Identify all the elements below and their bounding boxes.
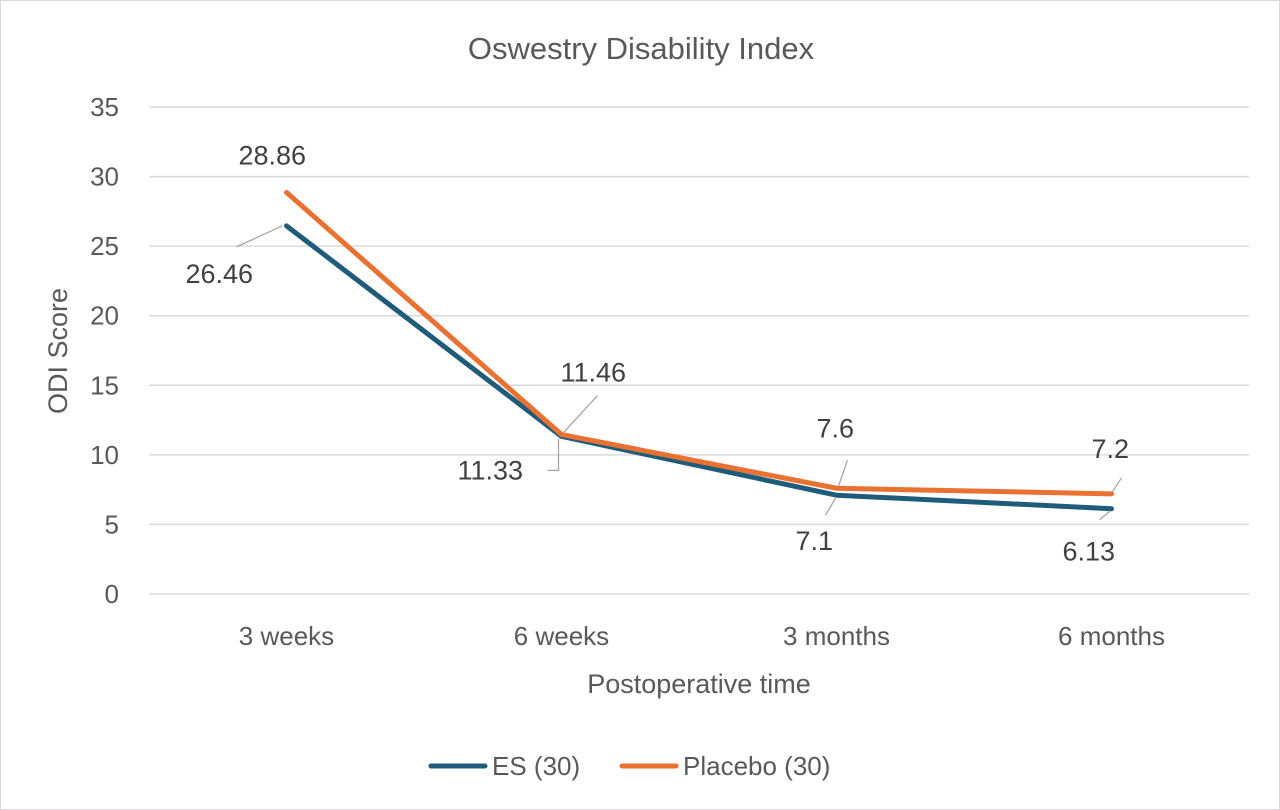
data-label-leader bbox=[824, 497, 837, 516]
x-tick-label: 6 weeks bbox=[514, 621, 609, 651]
data-label-leader bbox=[236, 225, 283, 248]
data-label-es: 7.1 bbox=[796, 526, 834, 556]
y-tick-label: 0 bbox=[105, 579, 119, 609]
y-tick-label: 25 bbox=[90, 231, 119, 261]
x-tick-label: 6 months bbox=[1058, 621, 1165, 651]
data-label-leader bbox=[1111, 477, 1123, 493]
y-axis-ticks: 0 5 10 15 20 25 30 35 bbox=[90, 92, 119, 609]
gridlines bbox=[149, 106, 1249, 595]
y-tick-label: 10 bbox=[90, 440, 119, 470]
data-label-placebo: 11.46 bbox=[561, 358, 627, 388]
y-tick-label: 30 bbox=[90, 162, 119, 192]
data-label-placebo: 7.2 bbox=[1092, 434, 1130, 464]
data-labels: 26.46 11.33 7.1 6.13 28.86 11.46 7.6 7.2 bbox=[186, 140, 1130, 566]
data-label-placebo: 28.86 bbox=[239, 140, 307, 170]
data-label-leader bbox=[837, 460, 849, 487]
x-tick-label: 3 weeks bbox=[239, 621, 334, 651]
chart-title: Oswestry Disability Index bbox=[468, 31, 815, 66]
series-lines bbox=[284, 189, 1114, 512]
data-label-leader bbox=[547, 438, 560, 472]
data-label-leader bbox=[1099, 510, 1111, 521]
legend: ES (30) Placebo (30) bbox=[428, 751, 830, 781]
data-label-leaders bbox=[236, 225, 1123, 521]
x-axis-label: Postoperative time bbox=[587, 669, 811, 699]
series-line-es bbox=[284, 223, 1114, 512]
series-line-placebo bbox=[284, 189, 1114, 497]
x-tick-label: 3 months bbox=[783, 621, 890, 651]
data-label-leader bbox=[563, 395, 598, 433]
legend-label-es: ES (30) bbox=[492, 751, 580, 781]
x-axis-ticks: 3 weeks 6 weeks 3 months 6 months bbox=[239, 621, 1165, 651]
y-tick-label: 35 bbox=[90, 92, 119, 122]
data-label-es: 26.46 bbox=[186, 259, 254, 289]
y-tick-label: 15 bbox=[90, 370, 119, 400]
data-label-placebo: 7.6 bbox=[817, 413, 855, 443]
data-label-es: 11.33 bbox=[458, 455, 524, 485]
legend-label-placebo: Placebo (30) bbox=[683, 751, 830, 781]
y-tick-label: 20 bbox=[90, 301, 119, 331]
y-axis-label: ODI Score bbox=[43, 288, 73, 414]
data-label-es: 6.13 bbox=[1063, 537, 1116, 567]
y-tick-label: 5 bbox=[105, 509, 119, 539]
